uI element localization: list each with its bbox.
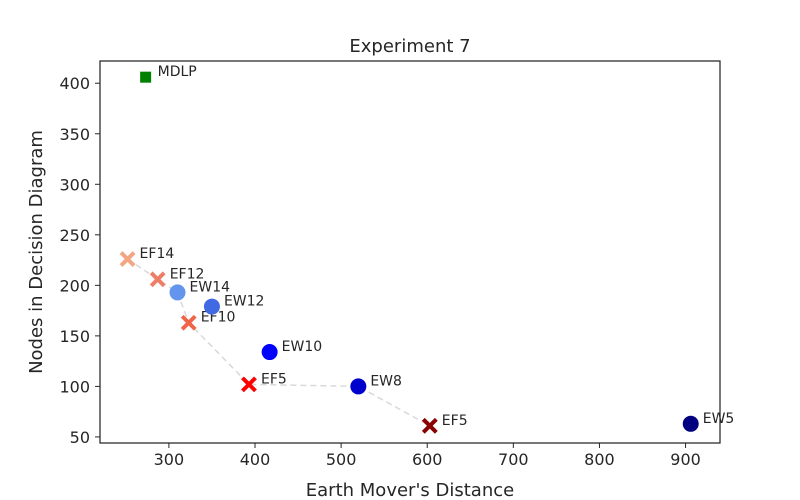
data-point-circle <box>350 378 367 395</box>
data-label: EF12 <box>170 266 205 282</box>
x-tick-label: 700 <box>498 450 529 469</box>
y-tick-label: 150 <box>59 327 90 346</box>
x-tick-label: 400 <box>240 450 271 469</box>
data-label: EW8 <box>370 373 402 389</box>
x-tick-label: 600 <box>412 450 443 469</box>
y-tick-label: 100 <box>59 377 90 396</box>
plot-area: 300 400 500 600 700 800 900 50 100 150 200 250 300 35… <box>59 60 735 469</box>
data-label: EF5 <box>442 413 468 429</box>
data-point-x-stroke <box>119 251 136 267</box>
y-tick-label: 400 <box>59 74 90 93</box>
data-label: EW14 <box>190 279 231 295</box>
data-label: MDLP <box>158 64 197 80</box>
data-point-circle <box>169 284 186 301</box>
plot-frame <box>99 60 721 444</box>
data-point-x-stroke <box>149 271 166 288</box>
data-label: EF5 <box>261 371 287 387</box>
data-label: EF10 <box>201 310 236 326</box>
data-point-square <box>140 71 152 83</box>
y-tick-label: 300 <box>59 175 90 194</box>
data-point-x-stroke <box>241 376 257 393</box>
x-tick-label: 900 <box>670 450 701 469</box>
data-label: EF14 <box>140 246 175 262</box>
y-tick-label: 250 <box>59 226 90 245</box>
chart-title: Experiment 7 <box>349 36 470 57</box>
data-label: EW10 <box>282 339 323 355</box>
data-point-circle <box>203 298 220 315</box>
y-axis-title: Nodes in Decision Diagram <box>26 130 47 374</box>
x-tick-label: 500 <box>326 450 357 469</box>
data-label: EW12 <box>224 294 265 310</box>
x-tick-label: 300 <box>154 450 185 469</box>
data-point-x-stroke <box>180 314 197 331</box>
y-tick-label: 350 <box>59 125 90 144</box>
y-tick-label: 200 <box>59 276 90 295</box>
x-axis-title: Earth Mover's Distance <box>306 480 514 500</box>
data-label: EW5 <box>703 411 735 427</box>
x-tick-label: 800 <box>584 450 615 469</box>
data-point-x-stroke <box>421 417 438 434</box>
data-point-circle <box>261 344 278 361</box>
y-tick-label: 50 <box>70 428 90 447</box>
frontier-line <box>127 258 431 427</box>
data-point-circle <box>682 415 699 432</box>
